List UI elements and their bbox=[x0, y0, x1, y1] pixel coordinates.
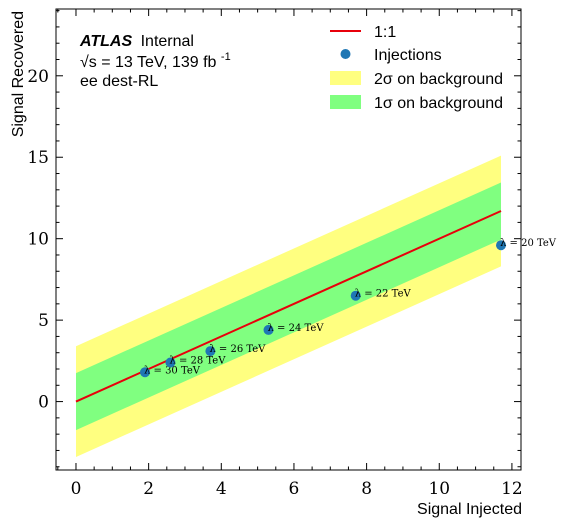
injection-point-label: λ = 30 TeV bbox=[144, 365, 201, 376]
injection-point bbox=[496, 240, 507, 251]
legend-label: 2σ on background bbox=[374, 71, 503, 88]
x-tick-label: 6 bbox=[289, 479, 300, 499]
injection-point-label: λ = 20 TeV bbox=[500, 238, 557, 249]
injection-point-label: λ = 26 TeV bbox=[209, 344, 266, 355]
one-to-one-line-group bbox=[75, 210, 502, 403]
y-tick-label: 5 bbox=[38, 311, 49, 331]
energy-lumi-label: √s = 13 TeV, 139 fb bbox=[80, 54, 217, 71]
legend: 1:1 Injections 2σ on background 1σ on backg… bbox=[330, 24, 503, 112]
y-axis-title: Signal Recovered bbox=[10, 11, 27, 137]
axes-frame bbox=[55, 8, 522, 471]
channel-label: ee dest-RL bbox=[80, 73, 158, 90]
plot-frame bbox=[55, 8, 522, 471]
x-tick-label: 4 bbox=[216, 479, 227, 499]
legend-label: 1:1 bbox=[374, 24, 396, 41]
axis-ticks: 0 2 4 6 8 10 12 0 5 10 15 20 bbox=[27, 9, 523, 499]
injection-point bbox=[263, 324, 274, 335]
y-tick-label: 15 bbox=[27, 148, 49, 168]
injection-point-label: λ = 28 TeV bbox=[169, 355, 226, 366]
injection-point bbox=[205, 346, 216, 357]
svg-text:√s = 13 TeV, 139 fb -1: √s = 13 TeV, 139 fb -1 bbox=[80, 51, 231, 71]
x-tick-label: 2 bbox=[143, 479, 154, 499]
injection-point-label: λ = 24 TeV bbox=[268, 323, 325, 334]
atlas-label: ATLAS Internal √s = 13 TeV, 139 fb -1 ee… bbox=[79, 33, 231, 90]
x-tick-label: 0 bbox=[71, 479, 82, 499]
x-tick-label: 8 bbox=[361, 479, 372, 499]
legend-band-swatch bbox=[330, 71, 361, 85]
x-axis-title: Signal Injected bbox=[417, 501, 522, 518]
one-to-one-line bbox=[75, 210, 502, 403]
legend-label: Injections bbox=[374, 47, 442, 64]
legend-label: 1σ on background bbox=[374, 95, 503, 112]
y-tick-label: 20 bbox=[27, 67, 49, 87]
legend-marker-swatch bbox=[340, 49, 351, 59]
y-tick-label: 10 bbox=[27, 230, 49, 250]
x-tick-label: 10 bbox=[428, 479, 450, 499]
atlas-status: Internal bbox=[141, 33, 194, 50]
injection-point-label: λ = 22 TeV bbox=[355, 289, 412, 300]
y-tick-label: 0 bbox=[38, 393, 49, 413]
atlas-brand: ATLAS bbox=[79, 33, 132, 50]
injection-point bbox=[350, 290, 361, 301]
lumi-unit-superscript: -1 bbox=[221, 51, 231, 63]
injection-point bbox=[165, 357, 176, 368]
svg-text:ATLAS Internal: ATLAS Internal bbox=[79, 33, 194, 50]
injection-point bbox=[140, 367, 151, 378]
legend-band-swatch bbox=[330, 95, 361, 109]
x-tick-label: 12 bbox=[501, 479, 523, 499]
